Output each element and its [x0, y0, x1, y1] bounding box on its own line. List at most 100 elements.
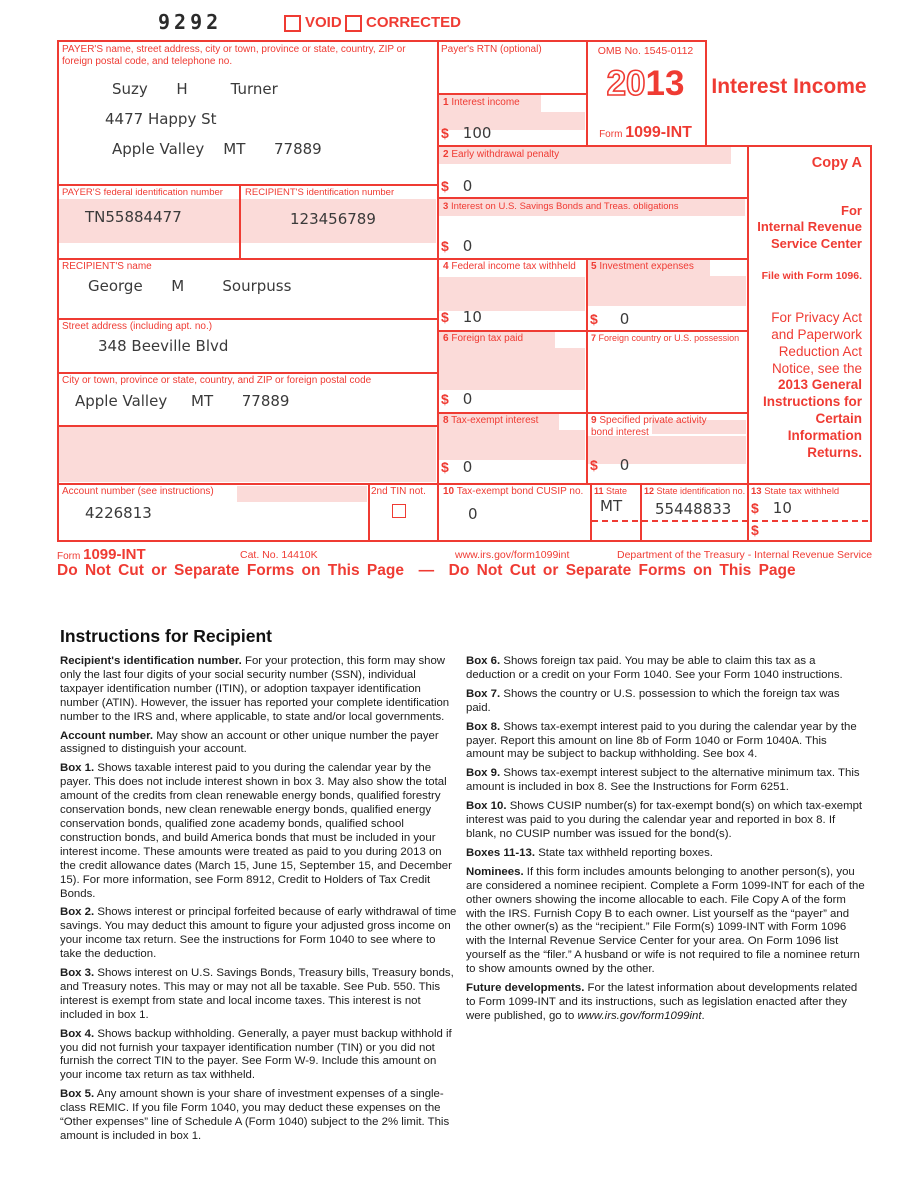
paragraph-text: Shows taxable interest paid to you durin… — [60, 762, 452, 900]
form-border — [57, 40, 707, 42]
paragraph-text: May show an account or other unique numb… — [60, 729, 439, 756]
form-grid-line — [368, 483, 370, 540]
box5-label: 5 Investment expenses — [591, 261, 694, 273]
city-value: Apple Valley MT 77889 — [75, 392, 290, 410]
form-grid-line — [437, 330, 749, 332]
pink-shading — [439, 348, 585, 390]
paragraph-text: Shows foreign tax paid. You may be able … — [466, 655, 843, 681]
form-title: Interest Income — [711, 75, 867, 98]
paragraph-text: For your protection, this form may show … — [60, 655, 450, 723]
pink-shading — [59, 427, 436, 482]
box10-number: 10 — [443, 486, 455, 497]
box8-amount: $0 — [441, 458, 472, 477]
pink-shading — [237, 486, 367, 502]
box13-value: 10 — [772, 499, 792, 517]
box3-label-text: Interest on U.S. Savings Bonds and Treas… — [450, 201, 679, 212]
paragraph-lead: Box 2. — [60, 906, 95, 919]
form-grid-line — [437, 40, 439, 540]
pink-shading — [439, 430, 585, 460]
form-grid-line — [437, 93, 588, 95]
form-grid-line — [747, 145, 749, 540]
paragraph-text: Any amount shown is your share of invest… — [60, 1088, 450, 1142]
instruction-paragraph: Account number. May show an account or o… — [60, 730, 458, 758]
box3-value: 0 — [462, 237, 473, 255]
box4-value: 10 — [462, 308, 482, 326]
box13-amount: $10 — [751, 499, 792, 518]
form-grid-line — [437, 412, 749, 414]
form-grid-line — [586, 258, 588, 483]
dollar-sign: $ — [441, 391, 449, 407]
box9-amount: $0 — [590, 456, 629, 475]
second-tin-label: 2nd TIN not. — [371, 486, 426, 497]
box4-label: 4 Federal income tax withheld — [443, 261, 576, 273]
form-grid-line — [640, 483, 642, 540]
pink-shading — [439, 95, 541, 112]
second-tin-checkbox[interactable] — [392, 504, 406, 518]
do-not-cut-banner: Do Not Cut or Separate Forms on This Pag… — [57, 562, 796, 579]
payer-rtn-label: Payer's RTN (optional) — [441, 44, 542, 55]
privacy-act-bold-text: 2013 General Instructions for Certain In… — [762, 377, 862, 460]
instruction-paragraph: Recipient's identification number. For y… — [60, 655, 458, 725]
box10-label-text: Tax-exempt bond CUSIP no. — [456, 486, 584, 497]
form-grid-line — [590, 483, 592, 540]
box1-label-text: Interest income — [451, 97, 520, 108]
instruction-paragraph: Box 10. Shows CUSIP number(s) for tax-ex… — [466, 800, 866, 842]
box2-label-text: Early withdrawal penalty — [451, 149, 560, 160]
instruction-paragraph: Box 3. Shows interest on U.S. Savings Bo… — [60, 967, 458, 1023]
void-checkbox[interactable] — [284, 15, 301, 32]
box6-value: 0 — [462, 390, 473, 408]
paragraph-lead: Box 4. — [60, 1027, 95, 1040]
corrected-checkbox[interactable] — [345, 15, 362, 32]
box1-number: 1 — [443, 97, 449, 108]
box8-label-text: Tax-exempt interest — [451, 415, 539, 426]
box8-label: 8 Tax-exempt interest — [443, 415, 538, 427]
box9-label: 9 Specified private activity bond intere… — [591, 415, 731, 439]
city-label: City or town, province or state, country… — [62, 375, 372, 386]
pink-shading — [652, 420, 746, 434]
footer-form-number: Form 1099-INT — [57, 546, 146, 563]
form-grid-line — [57, 318, 439, 320]
paragraph-text: Shows backup withholding. Generally, a p… — [60, 1027, 452, 1082]
payer-block-label: PAYER'S name, street address, city or to… — [62, 44, 406, 67]
paragraph-text: Shows tax-exempt interest paid to you du… — [466, 720, 857, 761]
account-number-value: 4226813 — [85, 504, 152, 522]
privacy-act-text: For Privacy Act and Paperwork Reduction … — [771, 310, 862, 376]
footer-url: www.irs.gov/form1099int — [455, 549, 570, 561]
file-with-text: File with Form 1096. — [761, 270, 862, 282]
box11-value: MT — [600, 497, 623, 515]
box5-label-text: Investment expenses — [599, 261, 694, 272]
dollar-sign: $ — [751, 522, 759, 538]
box1-value: 100 — [462, 124, 492, 142]
instruction-paragraph: Box 1. Shows taxable interest paid to yo… — [60, 762, 458, 901]
state-row-dashed-line — [592, 520, 868, 522]
pink-shading — [588, 260, 710, 276]
paragraph-lead: Boxes 11-13. — [466, 846, 536, 859]
instruction-paragraph: Box 6. Shows foreign tax paid. You may b… — [466, 655, 866, 683]
dollar-sign: $ — [441, 238, 449, 254]
instruction-paragraph: Future developments. For the latest info… — [466, 982, 866, 1024]
box1-amount: $100 — [441, 124, 491, 143]
form-number: 1099-INT — [83, 546, 146, 563]
paragraph-text: Shows CUSIP number(s) for tax-exempt bon… — [466, 800, 863, 840]
form-grid-line — [239, 184, 241, 258]
paragraph-text: If this form includes amounts belonging … — [466, 865, 865, 976]
box4-label-text: Federal income tax withheld — [451, 261, 576, 272]
instruction-paragraph: Nominees. If this form includes amounts … — [466, 866, 866, 977]
form-grid-line — [437, 197, 749, 199]
treasury-text: Department of the Treasury - Internal Re… — [617, 549, 873, 561]
payer-city-value: Apple Valley MT 77889 — [112, 140, 322, 158]
copy-a-label: Copy A — [811, 155, 862, 171]
dollar-sign: $ — [590, 457, 598, 473]
box11-label-text: State — [606, 486, 628, 496]
box3-number: 3 — [443, 201, 449, 212]
form-grid-line — [705, 40, 707, 145]
box2-amount: $0 — [441, 177, 472, 196]
street-label: Street address (including apt. no.) — [62, 321, 213, 332]
form-code: 9292 — [158, 10, 223, 34]
box7-label-text: Foreign country or U.S. possession — [598, 333, 740, 343]
box6-label: 6 Foreign tax paid — [443, 333, 523, 345]
paragraph-lead: Box 10. — [466, 800, 507, 813]
box12-number: 12 — [644, 486, 655, 496]
tax-year: 2013 — [586, 65, 705, 102]
box13-amount-row2: $ — [751, 522, 759, 540]
